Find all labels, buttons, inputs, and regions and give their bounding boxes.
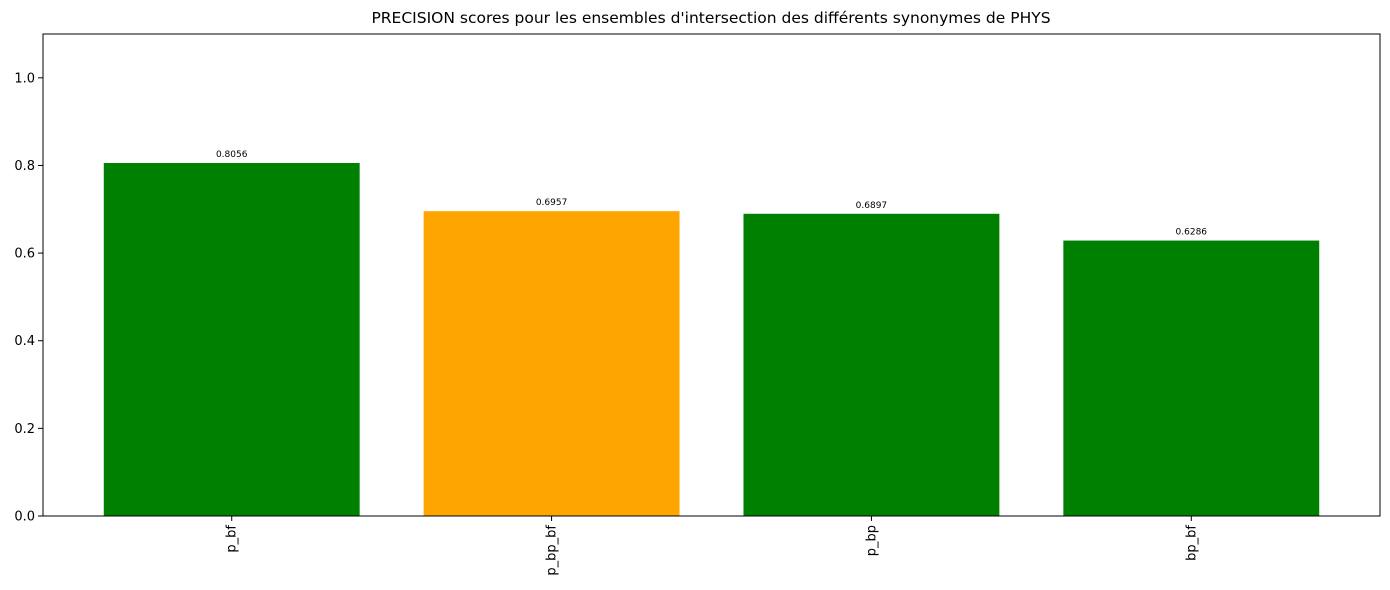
bar-p_bp_bf: [423, 211, 680, 516]
y-tick-label: 0.8: [14, 159, 35, 174]
bar-bp_bf: [1063, 240, 1320, 517]
x-tick-label: bp_bf: [1184, 525, 1199, 561]
y-tick-label: 0.0: [14, 510, 35, 525]
plot-area-frame: [42, 33, 1381, 517]
bar-p_bp: [743, 213, 1000, 516]
x-axis: p_bf p_bp_bf p_bp bp_bf: [225, 516, 1199, 576]
x-tick-label: p_bp_bf: [545, 525, 560, 576]
x-tick-label: p_bf: [225, 525, 240, 553]
y-tick-label: 0.6: [14, 247, 35, 262]
bar-value-labels: 0.8056 0.6957 0.6897 0.6286: [216, 150, 1207, 238]
y-tick-label: 0.2: [14, 422, 35, 437]
y-tick-label: 0.4: [14, 334, 35, 349]
bar-value-label: 0.6286: [1176, 228, 1208, 238]
bars-group: [103, 163, 1320, 517]
bar-value-label: 0.6897: [856, 201, 888, 211]
bar-value-label: 0.8056: [216, 150, 248, 160]
chart-title: PRECISION scores pour les ensembles d'in…: [371, 9, 1050, 27]
y-tick-label: 1.0: [14, 71, 35, 86]
bar-value-label: 0.6957: [536, 198, 568, 208]
bar-p_bf: [103, 163, 360, 516]
x-tick-label: p_bp: [864, 525, 879, 556]
y-axis: 0.0 0.2 0.4 0.6 0.8 1.0: [14, 71, 43, 525]
